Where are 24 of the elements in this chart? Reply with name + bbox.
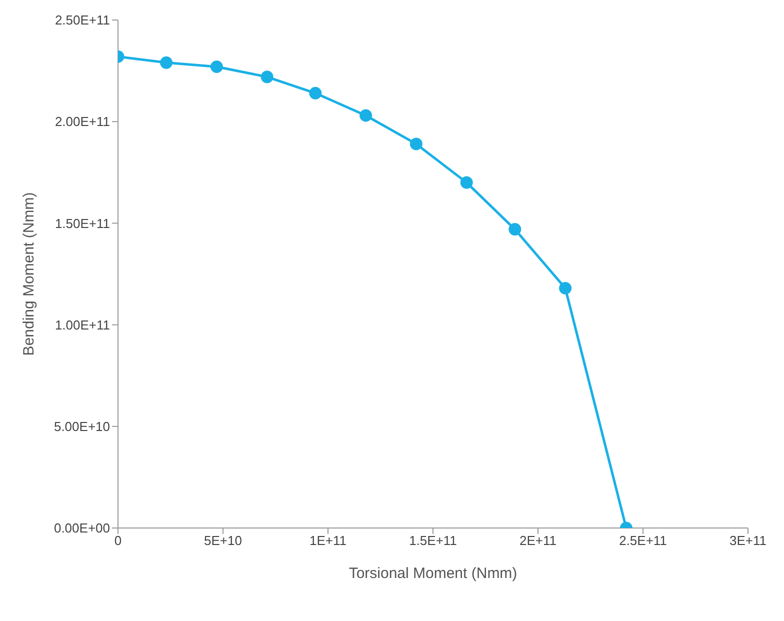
y-tick-label: 0.00E+00 [54,520,110,536]
y-tick-label: 2.00E+11 [54,114,110,130]
y-tick-label: 2.50E+11 [54,12,110,28]
x-tick-label: 3E+11 [730,533,766,548]
x-tick-label: 1E+11 [310,533,346,548]
point [410,138,422,150]
point [210,60,223,73]
y-tick-label: 1.50E+11 [54,216,110,231]
y-axis-title: Bending Moment (Nmm) [20,192,38,356]
point [508,223,522,236]
point [260,70,274,84]
x-tick-label: 2E+11 [520,533,556,548]
x-tick-label: 1.5E+11 [409,533,457,548]
y-tick-label: 1.00E+11 [54,317,110,332]
point [160,56,173,69]
point [559,282,572,294]
point [360,109,372,122]
point [309,86,322,100]
point [460,176,473,189]
x-tick-label: 2.5E+11 [619,533,667,548]
y-tick-label: 5.00E+10 [54,419,110,434]
x-axis-title: Torsional Moment (Nmm) [348,565,518,582]
x-tick-label: 5E+10 [204,533,242,548]
x-tick-label: 0 [114,533,122,548]
